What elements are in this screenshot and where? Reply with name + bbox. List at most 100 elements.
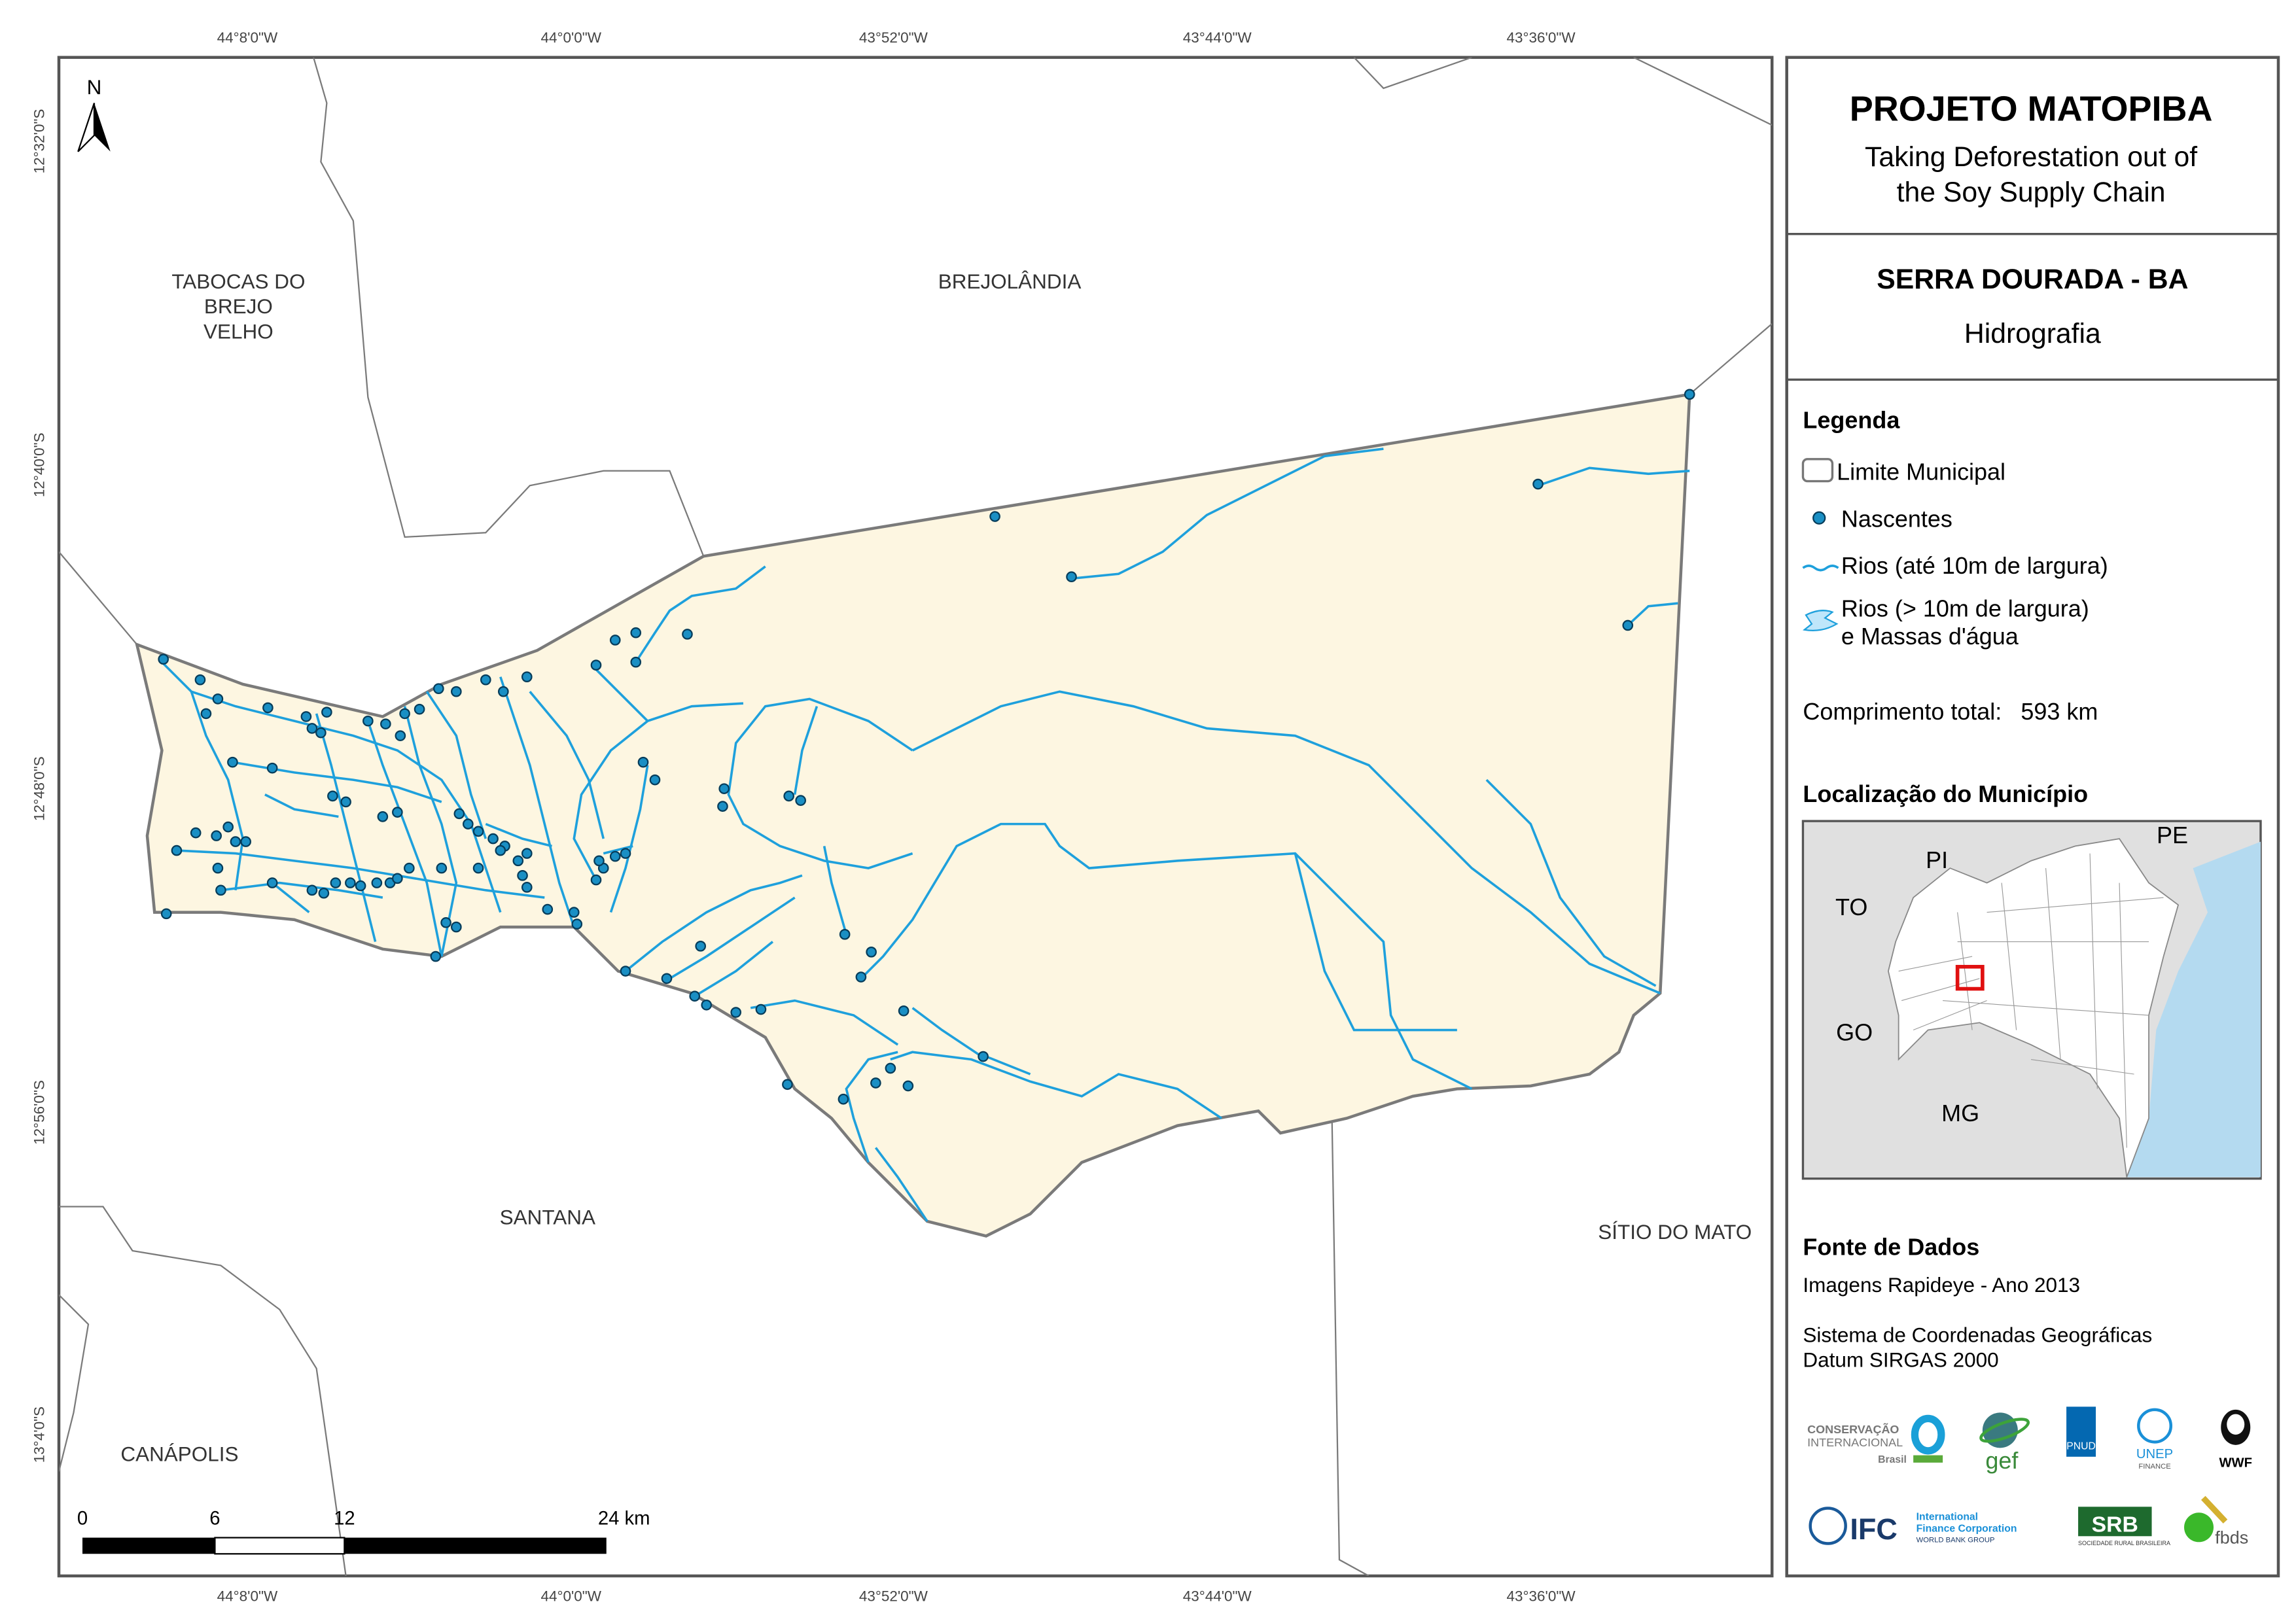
place-label: BREJO bbox=[204, 294, 273, 318]
svg-text:UNEP: UNEP bbox=[2136, 1447, 2173, 1461]
spring-point bbox=[1684, 389, 1695, 400]
svg-text:GO: GO bbox=[1836, 1019, 1873, 1045]
spring-point bbox=[392, 873, 403, 884]
logo-conservacao-internacional: CONSERVAÇÃO INTERNACIONAL Brasil bbox=[1807, 1414, 1945, 1465]
spring-point bbox=[1622, 620, 1634, 631]
location-heading: Localização do Município bbox=[1803, 780, 2088, 807]
place-label-brejolandia: BREJOLÂNDIA bbox=[938, 270, 1082, 293]
spring-point bbox=[497, 686, 509, 697]
svg-text:44°0'0"W: 44°0'0"W bbox=[541, 29, 602, 46]
sources-line: Imagens Rapideye - Ano 2013 bbox=[1803, 1273, 2080, 1297]
river-line bbox=[425, 691, 487, 839]
river-line bbox=[911, 690, 1661, 994]
svg-text:44°8'0"W: 44°8'0"W bbox=[217, 1588, 278, 1604]
total-length-label: Comprimento total: bbox=[1803, 698, 2002, 725]
spring-point bbox=[404, 862, 415, 874]
spring-point bbox=[171, 845, 183, 856]
spring-point bbox=[222, 821, 234, 833]
spring-point bbox=[315, 727, 327, 739]
spring-point bbox=[300, 711, 312, 722]
spring-point bbox=[262, 702, 274, 714]
project-subtitle: the Soy Supply Chain bbox=[1897, 177, 2166, 208]
spring-point bbox=[1532, 478, 1544, 490]
spring-point bbox=[306, 723, 318, 734]
river-line-icon bbox=[1802, 565, 1839, 572]
river-line bbox=[595, 669, 649, 722]
svg-text:PI: PI bbox=[1926, 846, 1948, 873]
spring-point bbox=[230, 836, 241, 847]
svg-text:PNUD: PNUD bbox=[2066, 1441, 2096, 1452]
spring-point bbox=[380, 718, 391, 729]
spring-point bbox=[227, 756, 238, 768]
river-line bbox=[1485, 778, 1657, 987]
total-length-value: 593 km bbox=[2021, 698, 2098, 725]
legend-item: Rios (> 10m de largura) bbox=[1841, 595, 2089, 621]
svg-text:FINANCE: FINANCE bbox=[2138, 1463, 2171, 1471]
river-line bbox=[485, 822, 552, 848]
svg-text:SOCIEDADE RURAL BRASILEIRA: SOCIEDADE RURAL BRASILEIRA bbox=[2078, 1540, 2170, 1546]
spring-point bbox=[755, 1003, 767, 1015]
municipality-boundary[interactable] bbox=[135, 393, 1691, 1238]
spring-point bbox=[689, 990, 701, 1002]
spring-point bbox=[440, 917, 451, 928]
svg-text:43°36'0"W: 43°36'0"W bbox=[1507, 1588, 1576, 1604]
spring-point bbox=[436, 862, 448, 874]
map-frame[interactable] bbox=[57, 56, 1774, 1578]
spring-point bbox=[212, 862, 224, 874]
river-line bbox=[727, 697, 913, 869]
spring-point bbox=[430, 951, 442, 962]
location-inset-map: PI PE TO GO MG bbox=[1801, 820, 2262, 1180]
spring-point bbox=[1066, 571, 1077, 583]
spring-point bbox=[661, 973, 673, 985]
spring-point bbox=[978, 1051, 989, 1062]
river-line bbox=[176, 849, 545, 899]
spring-point bbox=[495, 845, 506, 856]
spring-point bbox=[462, 818, 474, 829]
spring-point bbox=[450, 921, 462, 933]
river-line bbox=[750, 999, 899, 1046]
spring-point bbox=[472, 862, 484, 874]
spring-point bbox=[839, 928, 851, 940]
spring-point bbox=[568, 907, 580, 918]
neighbor-boundaries bbox=[59, 57, 1773, 1577]
svg-text:International: International bbox=[1916, 1512, 1978, 1523]
spring-point bbox=[266, 877, 278, 888]
river-line bbox=[822, 846, 848, 935]
spring-point bbox=[783, 790, 794, 802]
place-label-canapolis: CANÁPOLIS bbox=[120, 1442, 238, 1466]
spring-point bbox=[190, 827, 202, 839]
svg-text:Brasil: Brasil bbox=[1878, 1454, 1907, 1465]
spring-point bbox=[487, 833, 499, 845]
spring-point bbox=[902, 1080, 914, 1092]
spring-point bbox=[521, 671, 533, 683]
spring-point bbox=[870, 1077, 881, 1089]
spring-point bbox=[200, 708, 212, 720]
svg-text:INTERNACIONAL: INTERNACIONAL bbox=[1807, 1436, 1903, 1449]
spring-point bbox=[450, 686, 462, 697]
river-line bbox=[603, 845, 633, 855]
svg-text:43°44'0"W: 43°44'0"W bbox=[1183, 29, 1252, 46]
river-line bbox=[694, 941, 774, 998]
spring-point bbox=[542, 903, 554, 915]
spring-point bbox=[345, 877, 356, 888]
spring-point bbox=[362, 715, 374, 727]
svg-text:44°8'0"W: 44°8'0"W bbox=[217, 29, 278, 46]
spring-point bbox=[637, 756, 649, 768]
lon-ticks: 44°8'0"W 44°0'0"W 43°52'0"W 43°44'0"W 43… bbox=[217, 29, 1576, 1604]
svg-text:12°40'0"S: 12°40'0"S bbox=[31, 432, 48, 497]
spring-point bbox=[472, 826, 484, 837]
spring-point bbox=[377, 811, 389, 822]
lat-ticks: 12°32'0"S 12°40'0"S 12°48'0"S 12°56'0"S … bbox=[31, 109, 48, 1463]
spring-point bbox=[620, 848, 631, 859]
spring-point bbox=[158, 654, 169, 665]
scale-bar: 0 6 12 24 km bbox=[77, 1508, 650, 1555]
svg-text:24 km: 24 km bbox=[598, 1508, 650, 1529]
river-line bbox=[609, 765, 649, 913]
springs bbox=[158, 389, 1695, 1105]
svg-text:fbds: fbds bbox=[2215, 1528, 2248, 1548]
svg-text:43°52'0"W: 43°52'0"W bbox=[859, 1588, 928, 1604]
spring-point bbox=[609, 850, 621, 862]
spring-point bbox=[240, 836, 251, 847]
municipality-title: SERRA DOURADA - BA bbox=[1877, 264, 2188, 295]
svg-text:Finance Corporation: Finance Corporation bbox=[1916, 1524, 2017, 1535]
